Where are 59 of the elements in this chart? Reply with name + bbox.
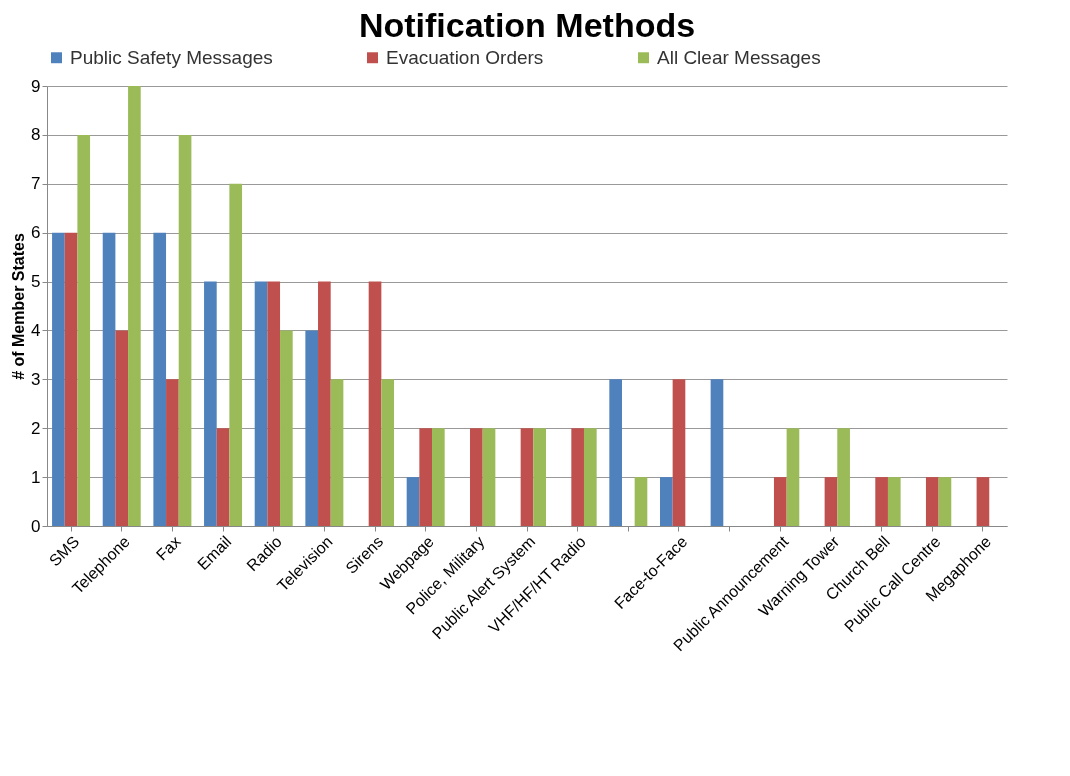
bar: [166, 379, 179, 526]
bar: [115, 330, 129, 526]
bar: [267, 281, 281, 526]
bar: [837, 428, 850, 526]
bar: [583, 428, 597, 526]
y-tick-label: 7: [31, 174, 41, 194]
bar: [609, 379, 622, 526]
legend-label: All Clear Messages: [657, 46, 821, 68]
bar: [318, 281, 331, 526]
bar: [710, 379, 724, 526]
bar: [634, 477, 648, 526]
bar: [178, 134, 192, 526]
y-tick-label: 4: [31, 320, 41, 340]
bar: [938, 477, 952, 526]
bar: [368, 281, 382, 526]
bar: [406, 477, 420, 526]
bar: [419, 428, 433, 526]
bar: [102, 232, 116, 526]
x-tick-label: Fax: [152, 532, 184, 564]
bar: [571, 428, 584, 526]
y-tick-label: 6: [31, 223, 41, 243]
bar: [520, 428, 534, 526]
bar: [128, 86, 141, 526]
bar: [470, 428, 483, 526]
bar: [52, 232, 65, 526]
y-tick-label: 2: [31, 418, 41, 438]
bar: [925, 477, 939, 526]
y-tick-label: 3: [31, 369, 41, 389]
bar: [254, 281, 268, 526]
bar: [432, 428, 445, 526]
bar: [875, 477, 888, 526]
y-tick-label: 0: [31, 516, 41, 536]
bar: [229, 183, 243, 526]
bar: [887, 477, 901, 526]
chart-title: Notification Methods: [358, 6, 696, 44]
y-tick-label: 8: [31, 125, 41, 145]
legend-label: Evacuation Orders: [386, 46, 544, 68]
bar: [153, 232, 167, 526]
bar: [659, 477, 673, 526]
y-tick-label: 5: [31, 272, 41, 292]
bar: [204, 281, 217, 526]
y-tick-label: 9: [31, 76, 41, 96]
bar: [330, 379, 344, 526]
y-axis-title: # of Member States: [10, 233, 28, 380]
bar: [216, 428, 230, 526]
bar: [482, 428, 496, 526]
bar: [280, 330, 293, 526]
legend-label: Public Safety Messages: [70, 46, 273, 68]
bar: [64, 232, 78, 526]
bar: [672, 379, 686, 526]
y-tick-label: 1: [31, 467, 41, 487]
bar: [824, 477, 838, 526]
bar: [381, 379, 395, 526]
bar: [976, 477, 990, 526]
bar: [533, 428, 546, 526]
bar: [773, 477, 787, 526]
bar: [305, 330, 319, 526]
bar: [77, 134, 91, 526]
bar: [786, 428, 800, 526]
